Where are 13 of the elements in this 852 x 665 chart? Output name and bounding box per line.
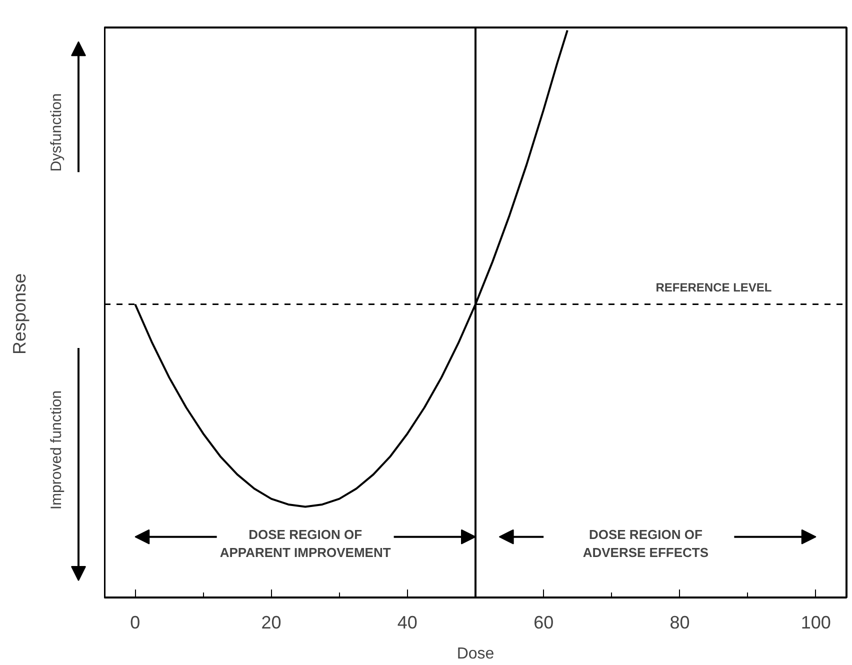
text: Improved function bbox=[48, 390, 65, 510]
text: Dysfunction bbox=[48, 93, 65, 172]
annotation: DOSE REGION OF ADVERSE EFFECTS bbox=[582, 527, 709, 560]
x-tick-label: 20 bbox=[261, 612, 282, 632]
x-tick-label: 0 bbox=[130, 612, 140, 632]
x-axis-title: Dose bbox=[456, 646, 494, 662]
x-tick-label: 40 bbox=[397, 612, 418, 632]
x-tick-label: 60 bbox=[534, 612, 554, 632]
y-axis-title: Response bbox=[10, 273, 30, 354]
ref-line-label: REFERENCE LEVEL bbox=[656, 280, 772, 294]
x-tick-label: 100 bbox=[800, 612, 831, 632]
annotation: DOSE REGION OF APPARENT IMPROVEMENT bbox=[220, 527, 391, 560]
x-tick-label: 80 bbox=[670, 612, 690, 632]
